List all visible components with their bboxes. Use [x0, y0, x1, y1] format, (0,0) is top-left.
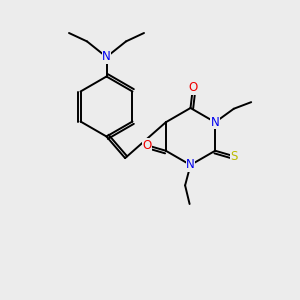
Text: O: O: [188, 81, 197, 94]
Text: N: N: [211, 116, 220, 129]
Text: S: S: [230, 150, 238, 163]
Text: N: N: [102, 50, 111, 64]
Text: O: O: [142, 139, 152, 152]
Text: N: N: [186, 158, 195, 172]
